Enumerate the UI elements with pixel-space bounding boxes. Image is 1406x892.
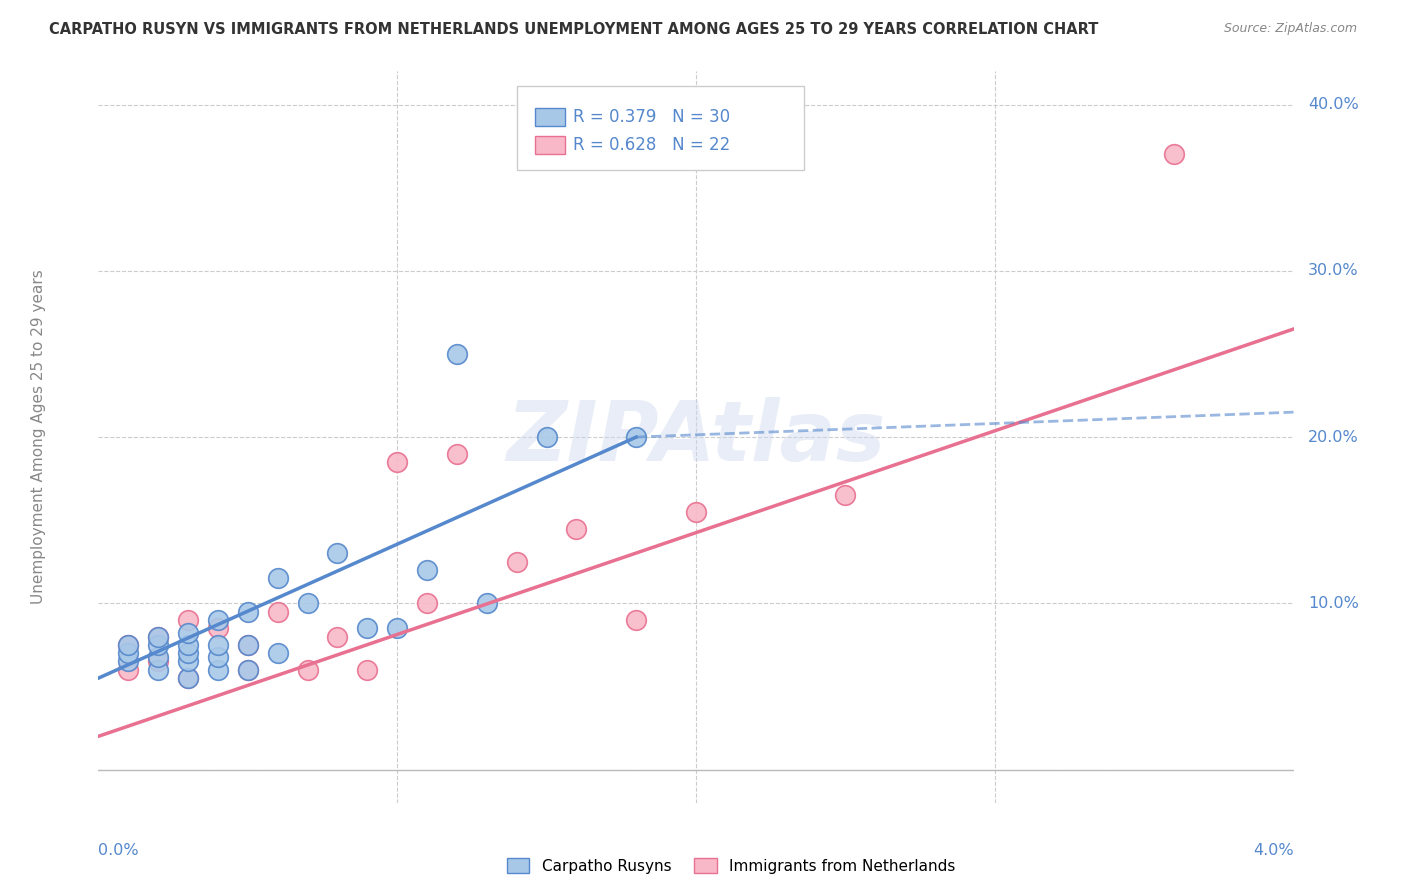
Text: R = 0.379   N = 30: R = 0.379 N = 30 — [572, 108, 730, 126]
Point — [177, 638, 200, 652]
Point — [236, 663, 259, 677]
Text: 20.0%: 20.0% — [1308, 430, 1358, 444]
Point — [177, 646, 200, 660]
Text: ZIPAtlas: ZIPAtlas — [506, 397, 886, 477]
Point — [356, 621, 378, 635]
Point — [1163, 147, 1185, 161]
FancyBboxPatch shape — [534, 108, 565, 127]
Point — [148, 630, 170, 644]
Point — [385, 455, 409, 469]
Point — [236, 638, 259, 652]
Point — [207, 613, 229, 627]
Point — [416, 596, 439, 610]
Text: R = 0.628   N = 22: R = 0.628 N = 22 — [572, 136, 730, 153]
Point — [148, 663, 170, 677]
FancyBboxPatch shape — [517, 86, 804, 170]
Point — [626, 613, 648, 627]
Point — [236, 663, 259, 677]
Point — [834, 488, 856, 502]
Point — [267, 646, 290, 660]
Point — [207, 621, 229, 635]
Point — [416, 563, 439, 577]
Point — [148, 638, 170, 652]
Point — [356, 663, 378, 677]
Point — [326, 630, 349, 644]
Point — [207, 638, 229, 652]
Text: 30.0%: 30.0% — [1308, 263, 1358, 278]
Point — [297, 596, 319, 610]
Point — [267, 605, 290, 619]
Point — [148, 649, 170, 664]
Point — [177, 613, 200, 627]
Point — [297, 663, 319, 677]
Text: 4.0%: 4.0% — [1253, 843, 1294, 858]
Point — [177, 671, 200, 685]
Point — [446, 447, 468, 461]
Point — [326, 546, 349, 560]
Point — [177, 626, 200, 640]
Point — [536, 430, 558, 444]
Point — [267, 571, 290, 585]
Legend: Carpatho Rusyns, Immigrants from Netherlands: Carpatho Rusyns, Immigrants from Netherl… — [501, 852, 962, 880]
Text: 40.0%: 40.0% — [1308, 97, 1358, 112]
Point — [117, 663, 139, 677]
Point — [236, 638, 259, 652]
Point — [177, 671, 200, 685]
Text: 0.0%: 0.0% — [98, 843, 139, 858]
Point — [148, 630, 170, 644]
Point — [117, 655, 139, 669]
Point — [446, 347, 468, 361]
Point — [117, 638, 139, 652]
Point — [148, 655, 170, 669]
Point — [207, 649, 229, 664]
Point — [117, 646, 139, 660]
Text: CARPATHO RUSYN VS IMMIGRANTS FROM NETHERLANDS UNEMPLOYMENT AMONG AGES 25 TO 29 Y: CARPATHO RUSYN VS IMMIGRANTS FROM NETHER… — [49, 22, 1098, 37]
Point — [506, 555, 529, 569]
Point — [207, 663, 229, 677]
Text: Source: ZipAtlas.com: Source: ZipAtlas.com — [1223, 22, 1357, 36]
FancyBboxPatch shape — [534, 136, 565, 154]
Text: Unemployment Among Ages 25 to 29 years: Unemployment Among Ages 25 to 29 years — [31, 269, 46, 605]
Point — [626, 430, 648, 444]
Text: 10.0%: 10.0% — [1308, 596, 1358, 611]
Point — [475, 596, 498, 610]
Point — [177, 655, 200, 669]
Point — [117, 638, 139, 652]
Point — [236, 605, 259, 619]
Point — [565, 521, 588, 535]
Point — [685, 505, 707, 519]
Point — [385, 621, 409, 635]
